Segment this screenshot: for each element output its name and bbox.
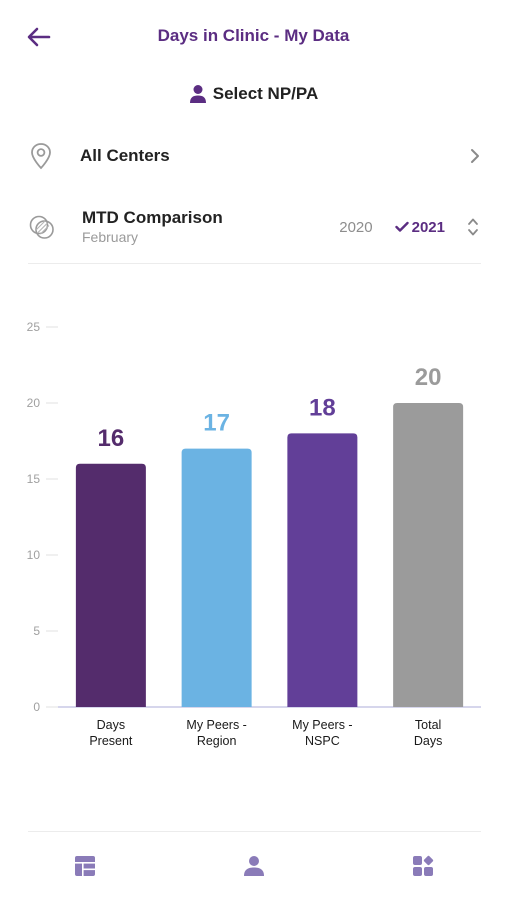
x-category-label: My Peers -NSPC bbox=[292, 718, 352, 748]
centers-selector[interactable]: All Centers bbox=[28, 134, 481, 178]
year-option-2021[interactable]: 2021 bbox=[394, 218, 445, 236]
sort-arrows-icon[interactable] bbox=[467, 216, 479, 238]
bar-value-label: 17 bbox=[203, 410, 230, 437]
app-header: Days in Clinic - My Data bbox=[0, 0, 507, 72]
bottom-navigation bbox=[0, 832, 507, 900]
mtd-text: MTD Comparison February bbox=[82, 208, 339, 246]
arrow-left-icon bbox=[27, 27, 51, 47]
year-2021-label: 2021 bbox=[411, 218, 445, 236]
y-tick-label: 20 bbox=[27, 396, 41, 410]
location-pin-icon bbox=[31, 143, 51, 170]
grid-icon bbox=[412, 855, 433, 876]
y-tick-label: 15 bbox=[27, 472, 41, 486]
x-category-label: Days Present bbox=[89, 718, 133, 748]
mtd-month: February bbox=[82, 229, 139, 245]
chevron-right-icon bbox=[471, 149, 479, 163]
comparison-circles-icon bbox=[29, 215, 54, 239]
centers-label: All Centers bbox=[80, 146, 170, 165]
mtd-comparison-row: MTD Comparison February 2020 2021 bbox=[28, 204, 481, 250]
section-divider bbox=[28, 263, 481, 264]
y-tick-label: 0 bbox=[33, 700, 40, 714]
bar[interactable] bbox=[181, 448, 252, 707]
nav-dashboard-button[interactable] bbox=[55, 841, 115, 891]
bar[interactable] bbox=[393, 403, 464, 707]
bar[interactable] bbox=[287, 433, 358, 707]
page-title: Days in Clinic - My Data bbox=[157, 26, 350, 45]
year-option-2020[interactable]: 2020 bbox=[339, 218, 373, 236]
days-in-clinic-bar-chart: 0 5 10 15 20 25 16 17 18 20 Days Present My Peers … bbox=[27, 320, 481, 748]
y-tick-label: 10 bbox=[27, 548, 41, 562]
person-icon bbox=[189, 85, 206, 103]
nav-apps-button[interactable] bbox=[393, 841, 453, 891]
bar[interactable] bbox=[75, 463, 146, 707]
y-tick-label: 25 bbox=[27, 320, 41, 334]
select-np-pa-button[interactable]: Select NP/PA bbox=[0, 82, 507, 106]
select-np-pa-label: Select NP/PA bbox=[212, 84, 319, 103]
dashboard-icon bbox=[74, 856, 95, 876]
checkmark-icon bbox=[394, 221, 409, 232]
bar-value-label: 20 bbox=[415, 364, 442, 391]
bar-value-label: 16 bbox=[98, 425, 125, 452]
bottom-divider bbox=[28, 831, 481, 832]
y-tick-label: 5 bbox=[33, 624, 40, 638]
x-category-label: My Peers -Region bbox=[186, 718, 246, 748]
x-category-label: Total Days bbox=[414, 718, 442, 748]
bar-value-label: 18 bbox=[309, 394, 336, 421]
back-button[interactable] bbox=[24, 22, 54, 52]
mtd-title: MTD Comparison bbox=[82, 208, 223, 227]
person-icon bbox=[243, 856, 264, 876]
nav-profile-button[interactable] bbox=[224, 841, 284, 891]
